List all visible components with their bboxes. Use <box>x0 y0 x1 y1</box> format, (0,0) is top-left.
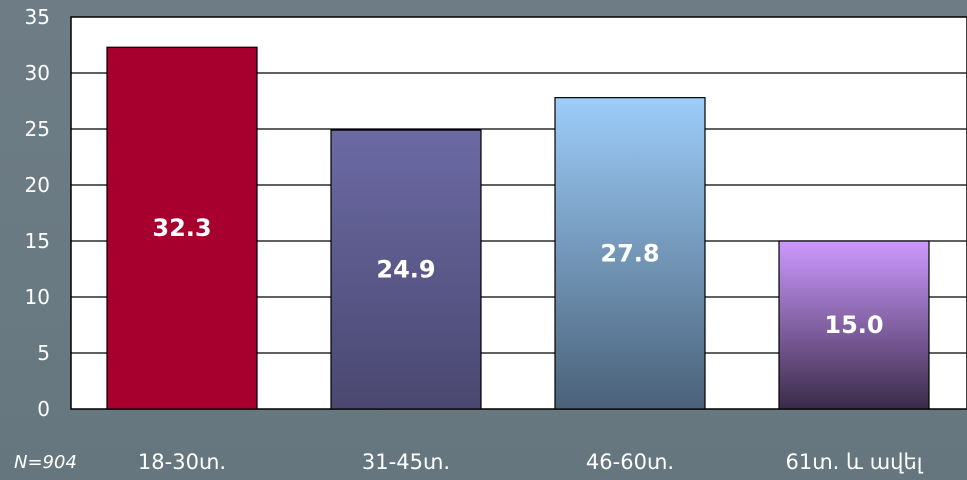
data-label: 15.0 <box>824 311 883 339</box>
y-tick-label: 20 <box>25 173 50 197</box>
y-tick-label: 15 <box>25 229 50 253</box>
sample-size-note: N=904 <box>14 452 77 473</box>
y-tick-label: 35 <box>25 5 50 29</box>
y-tick-label: 10 <box>25 285 50 309</box>
data-labels: 32.3 24.9 27.8 15.0 <box>152 214 883 339</box>
bars <box>106 46 930 410</box>
bar-1 <box>106 46 258 410</box>
x-axis-categories: 18-30տ. 31-45տ. 46-60տ. 61տ. և ավել <box>138 450 924 474</box>
bar-2 <box>330 129 482 410</box>
x-category-label: 31-45տ. <box>362 450 450 474</box>
y-tick-label: 30 <box>25 61 50 85</box>
y-tick-label: 0 <box>37 397 50 421</box>
y-tick-label: 5 <box>37 341 50 365</box>
y-tick-label: 25 <box>25 117 50 141</box>
data-label: 32.3 <box>152 214 211 242</box>
x-category-label: 46-60տ. <box>586 450 674 474</box>
bar-3 <box>554 97 706 410</box>
x-category-label: 61տ. և ավել <box>785 450 923 474</box>
data-label: 27.8 <box>600 239 659 267</box>
y-axis-ticks: 0 5 10 15 20 25 30 35 <box>25 5 50 421</box>
bar-4 <box>778 240 930 410</box>
data-label: 24.9 <box>376 256 435 284</box>
x-category-label: 18-30տ. <box>138 450 226 474</box>
